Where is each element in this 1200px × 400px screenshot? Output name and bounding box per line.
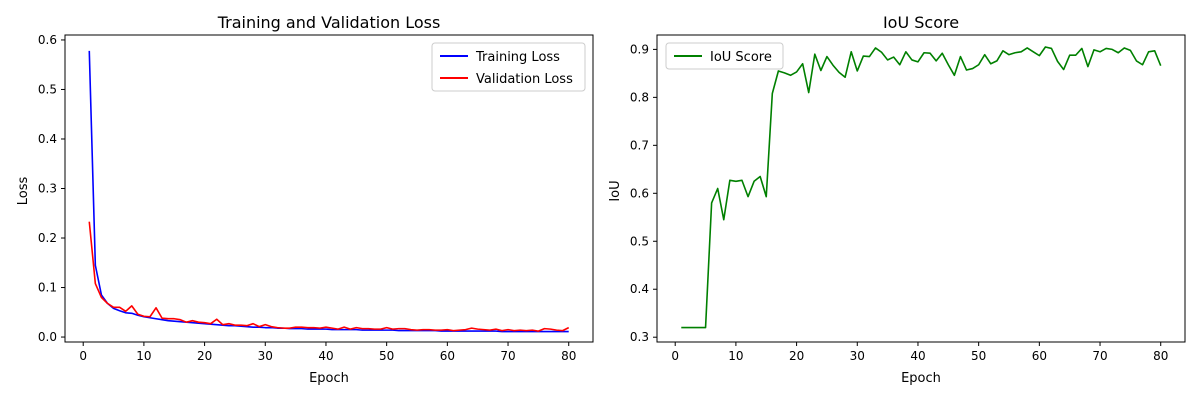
iou-chart-xtick-label: 50 (971, 349, 986, 363)
loss-chart-lines (88, 50, 570, 333)
iou-chart-legend-box (665, 42, 784, 70)
iou-chart-xlabel: Epoch (901, 371, 941, 386)
loss-chart-ytick-label: 0.5 (38, 82, 57, 96)
iou-chart-frame (656, 34, 1186, 343)
iou-chart-xtick-label: 80 (1153, 349, 1168, 363)
loss-chart-series-training-loss (88, 50, 569, 333)
iou-chart-ytick-label: 0.4 (630, 282, 649, 296)
iou-chart-xtick-label: 40 (910, 349, 925, 363)
loss-chart-ytick-label: 0.1 (38, 281, 57, 295)
loss-chart-xtick-label: 30 (258, 349, 273, 363)
loss-chart-ticks: 0 10 20 30 40 50 60 70 80 0.0 0.1 0.2 0.3 0.4 0.5 0.6 (38, 33, 576, 363)
iou-chart-title: IoU Score (883, 13, 959, 32)
loss-chart-frame (64, 34, 594, 343)
loss-chart-xtick-label: 80 (561, 349, 576, 363)
loss-chart-legend: Training Loss Validation Loss (431, 42, 586, 92)
iou-chart-lines (681, 46, 1162, 329)
loss-chart-ytick-label: 0.3 (38, 182, 57, 196)
iou-chart-xtick-label: 60 (1032, 349, 1047, 363)
iou-chart-xtick-label: 10 (728, 349, 743, 363)
iou-chart-ytick-label: 0.7 (630, 138, 649, 152)
iou-chart-ylabel: IoU (608, 180, 623, 201)
loss-chart: Training and Validation Loss Epoch Loss … (16, 13, 594, 386)
iou-chart-legend: IoU Score (665, 42, 784, 70)
loss-chart-legend-label: Validation Loss (476, 72, 573, 87)
iou-chart-legend-label: IoU Score (710, 50, 772, 65)
loss-chart-series-validation-loss (88, 221, 570, 332)
iou-chart-xtick-label: 70 (1092, 349, 1107, 363)
loss-chart-legend-box (431, 42, 586, 92)
loss-chart-ylabel: Loss (16, 177, 31, 206)
loss-chart-xtick-label: 50 (379, 349, 394, 363)
loss-chart-xtick-label: 70 (500, 349, 515, 363)
iou-chart: IoU Score Epoch IoU 0 10 20 30 40 50 60 70 80 0.3… (608, 13, 1186, 386)
loss-chart-ytick-label: 0.2 (38, 231, 57, 245)
loss-chart-xtick-label: 10 (136, 349, 151, 363)
iou-chart-ytick-label: 0.8 (630, 90, 649, 104)
iou-chart-ytick-label: 0.5 (630, 234, 649, 248)
loss-chart-xlabel: Epoch (309, 371, 349, 386)
iou-chart-xtick-label: 30 (850, 349, 865, 363)
iou-chart-ytick-label: 0.3 (630, 330, 649, 344)
iou-chart-series-iou-score (681, 46, 1162, 329)
iou-chart-ticks: 0 10 20 30 40 50 60 70 80 0.3 0.4 0.5 0.6 0.7 0.8 0.9 (630, 42, 1168, 363)
iou-chart-xtick-label: 20 (789, 349, 804, 363)
iou-chart-xtick-label: 0 (671, 349, 679, 363)
loss-chart-xtick-label: 40 (318, 349, 333, 363)
loss-chart-ytick-label: 0.6 (38, 33, 57, 47)
loss-chart-xtick-label: 20 (197, 349, 212, 363)
loss-chart-ytick-label: 0.4 (38, 132, 57, 146)
loss-chart-xtick-label: 60 (440, 349, 455, 363)
loss-chart-xtick-label: 0 (79, 349, 87, 363)
loss-chart-ytick-label: 0.0 (38, 330, 57, 344)
loss-chart-legend-label: Training Loss (475, 50, 560, 65)
iou-chart-ytick-label: 0.9 (630, 42, 649, 56)
loss-chart-title: Training and Validation Loss (217, 13, 441, 32)
iou-chart-ytick-label: 0.6 (630, 186, 649, 200)
